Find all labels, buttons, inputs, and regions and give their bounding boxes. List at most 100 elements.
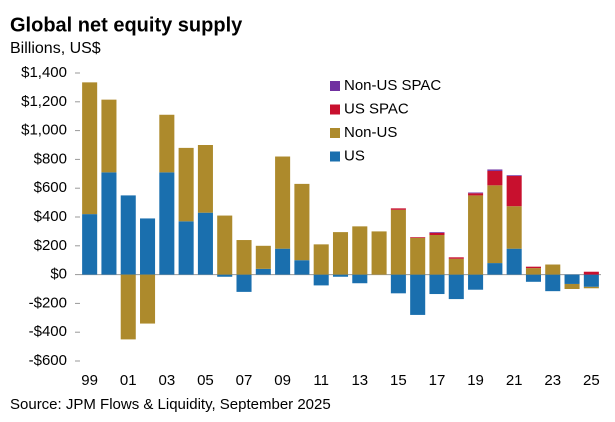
bar-segment — [525, 266, 541, 269]
bar-segment — [583, 271, 599, 275]
bar-segment — [448, 258, 464, 275]
bar-segment — [429, 274, 445, 295]
y-tick-label: $600 — [34, 179, 67, 196]
bar-segment — [101, 99, 117, 173]
bar-segment — [487, 185, 503, 264]
bar-segment — [352, 274, 368, 284]
bar-segment — [275, 248, 291, 275]
bar-segment — [468, 274, 484, 290]
bar-segment — [410, 274, 426, 315]
bar-segment — [159, 172, 175, 275]
bar-segment — [506, 206, 522, 249]
y-tick-label: $800 — [34, 150, 67, 167]
x-tick-label: 99 — [81, 372, 98, 389]
y-tick-label: -$400 — [29, 323, 67, 340]
bar-segment — [217, 215, 233, 275]
bar-segment — [506, 175, 522, 207]
bar-segment — [410, 237, 426, 275]
bar-segment — [275, 156, 291, 249]
bar-segment — [217, 274, 233, 277]
bar-segment — [120, 195, 136, 275]
legend-label: Non-US SPAC — [344, 77, 441, 94]
bar-segment — [332, 232, 349, 275]
y-tick-label: $1,400 — [21, 64, 67, 81]
legend-swatch — [330, 104, 340, 115]
bar-segment — [390, 208, 406, 210]
bar-segment — [178, 147, 194, 222]
bar-segment — [448, 274, 464, 300]
x-tick-label: 23 — [544, 372, 561, 389]
bar-segment — [101, 172, 117, 275]
y-tick-label: $0 — [50, 266, 67, 283]
bar-segment — [313, 244, 329, 275]
bar-segment — [506, 248, 522, 275]
x-tick-label: 07 — [236, 372, 253, 389]
bar-segment — [197, 145, 213, 213]
bar-segment — [525, 274, 541, 282]
bar-segment — [159, 114, 175, 173]
bar-segment — [448, 257, 464, 259]
y-tick-label: $200 — [34, 237, 67, 254]
bar-segment — [429, 235, 445, 275]
x-tick-label: 19 — [467, 372, 484, 389]
y-tick-label: -$200 — [29, 294, 67, 311]
bar-segment — [313, 274, 329, 286]
bar-segment — [390, 274, 406, 294]
x-tick-label: 09 — [274, 372, 291, 389]
legend-label: US — [344, 147, 365, 164]
bar-segment — [140, 218, 156, 275]
bar-segment — [294, 183, 310, 261]
bar-segment — [120, 274, 136, 340]
bar-segment — [468, 192, 484, 194]
bar-segment — [255, 268, 271, 275]
bar-segment — [352, 226, 368, 275]
bar-segment — [429, 232, 445, 235]
bar-segment — [82, 214, 98, 275]
x-tick-label: 05 — [197, 372, 214, 389]
bar-segment — [410, 237, 426, 238]
bar-segment — [429, 232, 445, 233]
x-tick-label: 17 — [429, 372, 446, 389]
chart-subtitle: Billions, US$ — [10, 40, 101, 57]
bar-segment — [487, 170, 503, 186]
x-tick-label: 25 — [583, 372, 600, 389]
x-tick-label: 13 — [351, 372, 368, 389]
legend-label: US SPAC — [344, 100, 409, 117]
bar-segment — [371, 231, 387, 275]
bar-segment — [332, 274, 349, 277]
bar-segment — [583, 286, 599, 289]
bar-segment — [82, 82, 98, 215]
bar-segment — [236, 274, 252, 292]
y-tick-label: $1,200 — [21, 93, 67, 110]
bar-segment — [506, 175, 522, 176]
x-tick-label: 21 — [506, 372, 523, 389]
bar-segment — [468, 193, 484, 196]
bar-segment — [487, 169, 503, 171]
bar-segment — [178, 221, 194, 275]
bar-segment — [487, 263, 503, 275]
y-tick-label: $1,000 — [21, 122, 67, 139]
y-tick-label: $400 — [34, 208, 67, 225]
bar-segment — [236, 240, 252, 275]
x-tick-label: 15 — [390, 372, 407, 389]
legend-swatch — [330, 151, 340, 162]
chart-title: Global net equity supply — [10, 14, 243, 36]
bar-segment — [525, 268, 541, 275]
x-tick-label: 01 — [120, 372, 137, 389]
bar-segment — [583, 274, 599, 287]
y-tick-label: -$600 — [29, 352, 67, 369]
bar-segment — [197, 212, 213, 275]
bar-segment — [564, 283, 580, 289]
legend-swatch — [330, 81, 340, 91]
bar-segment — [390, 209, 406, 275]
bar-segment — [564, 274, 580, 284]
legend-label: Non-US — [344, 124, 397, 141]
bar-segment — [140, 274, 156, 324]
bar-segment — [545, 264, 561, 275]
x-tick-label: 11 — [313, 372, 329, 389]
bar-segment — [294, 260, 310, 275]
bar-segment — [255, 245, 271, 269]
source-note: Source: JPM Flows & Liquidity, September… — [10, 396, 331, 413]
bar-segment — [545, 274, 561, 292]
